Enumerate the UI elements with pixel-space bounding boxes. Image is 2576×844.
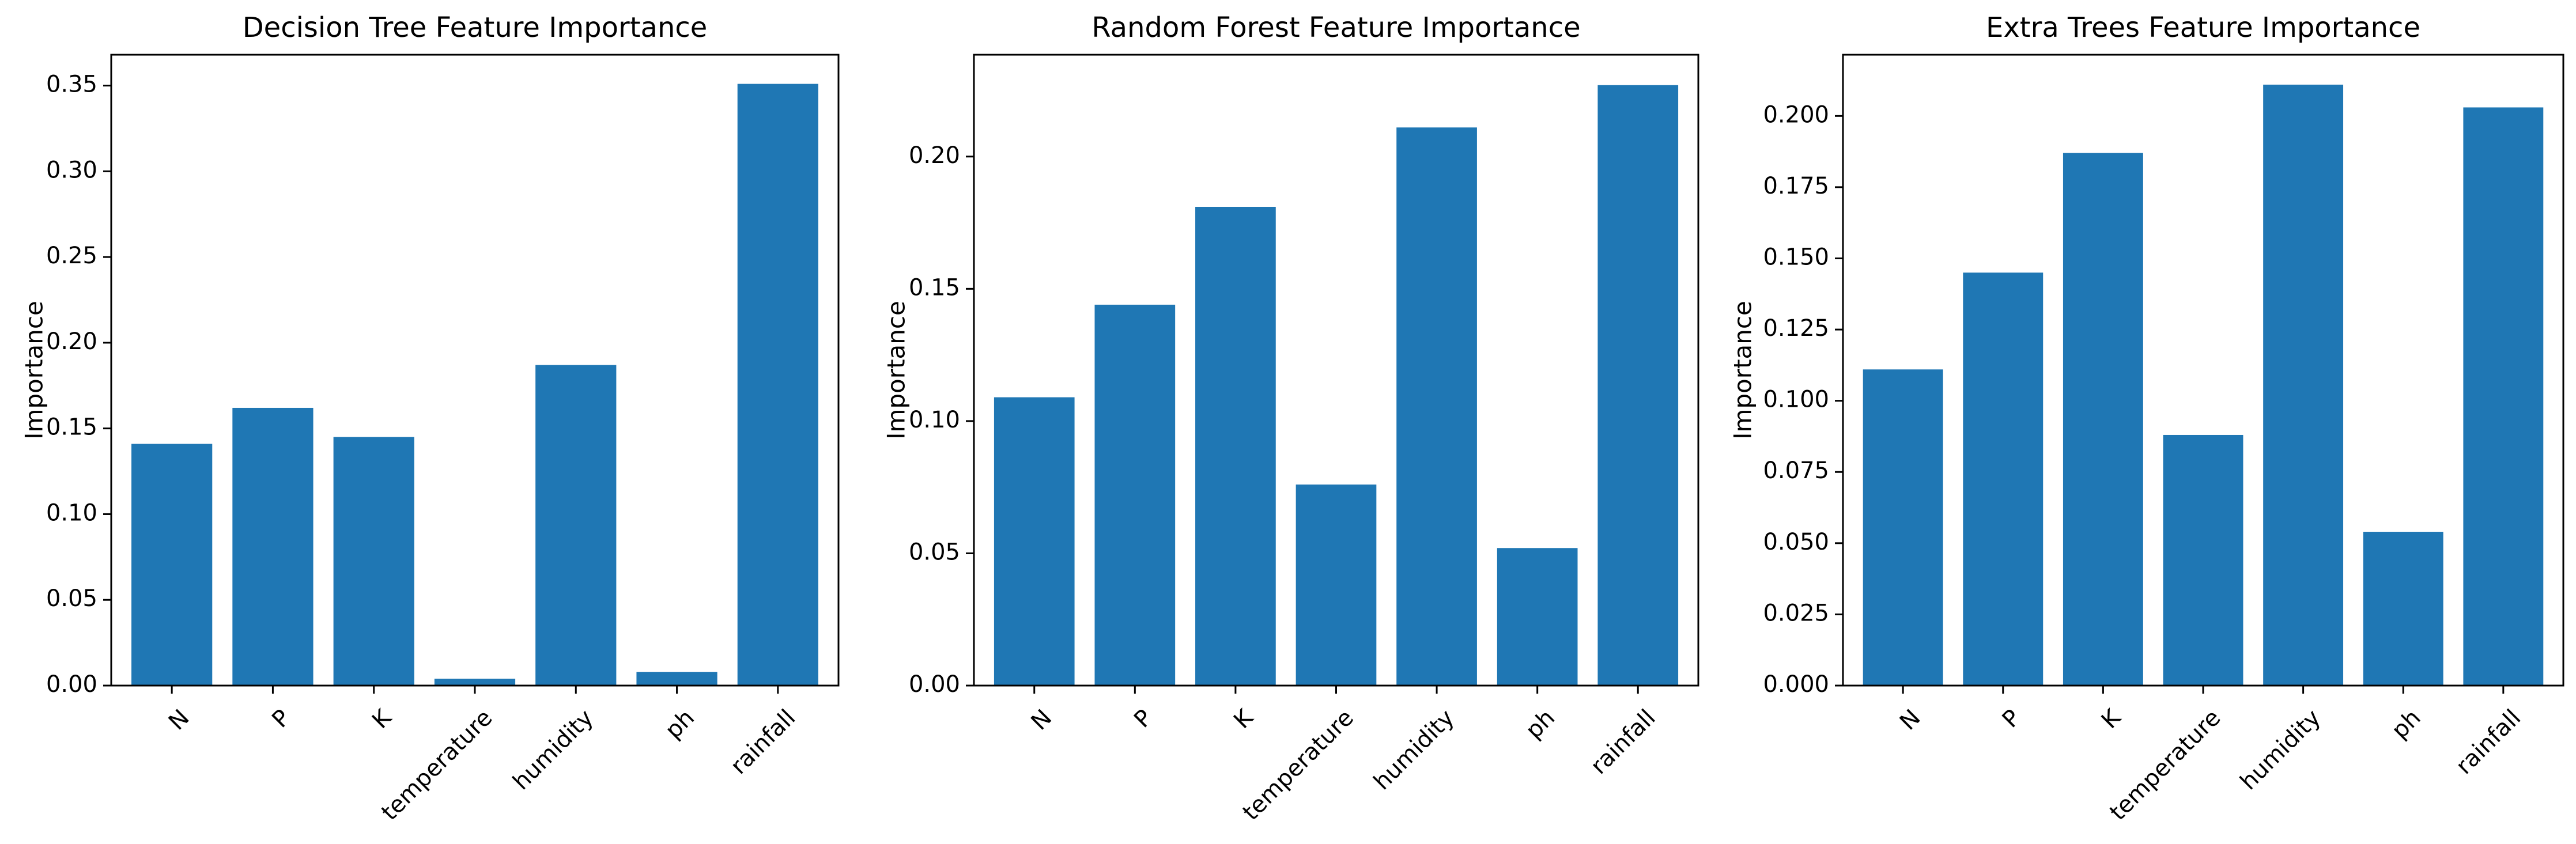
bar-temperature	[1295, 485, 1377, 686]
axes-frame	[973, 54, 1699, 687]
y-tick-label: 0.35	[46, 71, 97, 98]
y-tick-label: 0.150	[1763, 244, 1829, 270]
y-tick-label: 0.025	[1763, 600, 1829, 626]
bar-k	[1195, 206, 1276, 686]
y-tick-label: 0.10	[46, 499, 97, 526]
bar-p	[1094, 304, 1176, 686]
bar-rainfall	[2463, 107, 2544, 686]
y-tick-label: 0.05	[909, 539, 960, 565]
axes-frame	[1842, 54, 2564, 687]
y-tick-label: 0.15	[46, 414, 97, 441]
y-tick-label: 0.175	[1763, 173, 1829, 199]
y-tick-label: 0.00	[909, 671, 960, 698]
y-tick-label: 0.00	[46, 671, 97, 698]
y-tick-label: 0.20	[909, 142, 960, 169]
bar-ph	[2363, 532, 2443, 686]
y-tick-label: 0.20	[46, 328, 97, 355]
bar-rainfall	[737, 84, 818, 686]
bar-n	[131, 444, 213, 686]
y-tick-label: 0.100	[1763, 387, 1829, 413]
plot-area: 0.000 0.025 0.050 0.075 0.100 0.125 0.150 0.175…	[1763, 54, 2564, 826]
bar-ph	[636, 672, 717, 686]
chart-title: Extra Trees Feature Importance	[1986, 12, 2420, 44]
y-tick-label: 0.200	[1763, 101, 1829, 128]
axes-frame	[110, 54, 840, 687]
bar-ph	[1497, 548, 1578, 686]
bar-n	[994, 397, 1075, 686]
y-tick-label: 0.30	[46, 157, 97, 183]
y-tick-label: 0.25	[46, 243, 97, 269]
y-axis-label: Importance	[1729, 301, 1757, 440]
bar-k	[2063, 153, 2143, 686]
y-tick-label: 0.075	[1763, 457, 1829, 484]
bar-temperature	[434, 679, 516, 686]
bar-rainfall	[1597, 85, 1679, 686]
bar-humidity	[1396, 127, 1477, 686]
y-axis-label: Importance	[20, 301, 48, 440]
bar-n	[1863, 369, 1943, 686]
bar-p	[1963, 272, 2044, 686]
y-tick-label: 0.05	[46, 585, 97, 612]
chart-title: Decision Tree Feature Importance	[243, 12, 708, 44]
y-tick-label: 0.15	[909, 274, 960, 301]
y-axis-label: Importance	[882, 301, 911, 440]
bar-humidity	[2263, 84, 2344, 686]
y-tick-label: 0.000	[1763, 671, 1829, 698]
bar-temperature	[2163, 434, 2243, 686]
bar-k	[333, 437, 414, 686]
chart-title: Random Forest Feature Importance	[1091, 12, 1580, 44]
bar-humidity	[535, 365, 617, 686]
y-tick-label: 0.125	[1763, 315, 1829, 342]
chart-extra-trees: Extra Trees Feature Importance Importanc…	[1729, 12, 2564, 826]
y-tick-label: 0.10	[909, 407, 960, 433]
bar-p	[232, 407, 313, 686]
y-tick-label: 0.050	[1763, 529, 1829, 555]
